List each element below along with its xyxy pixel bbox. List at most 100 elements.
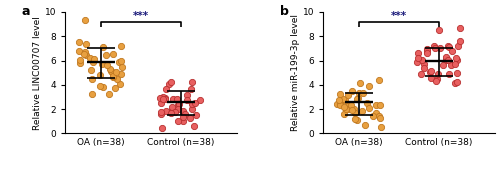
Point (76, 62, 84, 65)
Point (434, 73, 442, 76)
Point (448, 50, 456, 52)
Point (168, 106, 175, 108)
Point (184, 99, 192, 101)
Point (167, 81, 175, 84)
Point (106, 68, 114, 71)
Point (162, 98, 170, 100)
Point (109, 53, 117, 56)
Point (158, 96, 166, 98)
Point (174, 107, 182, 110)
Point (426, 70, 434, 73)
Point (431, 46, 439, 49)
Point (423, 47, 431, 50)
Point (108, 70, 116, 73)
Point (456, 40, 464, 43)
Point (422, 50, 430, 52)
Point (82, 54, 90, 56)
Point (444, 73, 452, 76)
Point (179, 120, 187, 122)
Point (157, 113, 165, 116)
Point (453, 59, 461, 62)
Point (102, 54, 110, 56)
Point (336, 101, 344, 104)
Point (348, 103, 356, 106)
Point (188, 80, 196, 83)
Point (174, 120, 182, 122)
Point (172, 97, 180, 100)
Point (442, 58, 450, 61)
Point (363, 102, 371, 105)
Point (340, 106, 348, 108)
Point (112, 71, 120, 74)
Point (344, 107, 352, 110)
Text: a: a (22, 5, 30, 18)
Point (452, 63, 460, 65)
Point (432, 80, 440, 82)
Point (179, 116, 187, 118)
Point (450, 81, 458, 84)
Point (376, 103, 384, 106)
Point (108, 70, 116, 73)
Point (416, 72, 424, 75)
Point (188, 103, 196, 106)
Point (118, 72, 126, 75)
Point (453, 72, 461, 75)
Point (372, 103, 380, 106)
Point (167, 112, 175, 115)
Point (88, 77, 96, 80)
Point (358, 110, 366, 112)
Point (162, 109, 170, 112)
Point (162, 88, 170, 90)
Point (82, 43, 90, 45)
Point (370, 114, 378, 117)
Point (186, 87, 194, 90)
Point (157, 102, 165, 105)
Point (100, 46, 108, 48)
Point (169, 98, 177, 101)
Point (181, 113, 189, 115)
Point (168, 109, 176, 111)
Point (339, 97, 347, 100)
Point (192, 114, 200, 116)
Point (156, 96, 164, 99)
Point (452, 57, 460, 60)
Point (414, 52, 422, 55)
Point (80, 51, 88, 54)
Point (96, 85, 104, 88)
Point (192, 102, 200, 104)
Point (426, 77, 434, 80)
Point (376, 79, 384, 82)
Point (102, 64, 110, 67)
Point (88, 69, 96, 72)
Point (351, 118, 359, 121)
Point (98, 85, 106, 88)
Point (171, 110, 179, 113)
Point (353, 119, 361, 121)
Point (340, 113, 348, 116)
Point (118, 66, 126, 69)
Point (179, 110, 187, 112)
Point (74, 41, 82, 44)
Point (90, 57, 98, 60)
Point (336, 93, 344, 95)
Point (80, 53, 88, 55)
Y-axis label: Relative LINC00707 level: Relative LINC00707 level (32, 16, 42, 130)
Point (111, 86, 119, 89)
Point (76, 58, 84, 61)
Point (175, 102, 183, 105)
Point (436, 46, 444, 49)
Point (428, 70, 436, 72)
Point (433, 78, 441, 81)
Point (353, 97, 361, 100)
Point (354, 96, 362, 99)
Point (348, 90, 356, 92)
Y-axis label: Relative miR-199-3p level: Relative miR-199-3p level (290, 14, 300, 131)
Point (444, 46, 452, 49)
Point (350, 112, 358, 115)
Point (453, 81, 461, 84)
Point (420, 66, 428, 69)
Point (360, 92, 368, 95)
Point (350, 108, 358, 111)
Point (376, 115, 384, 117)
Point (190, 124, 198, 127)
